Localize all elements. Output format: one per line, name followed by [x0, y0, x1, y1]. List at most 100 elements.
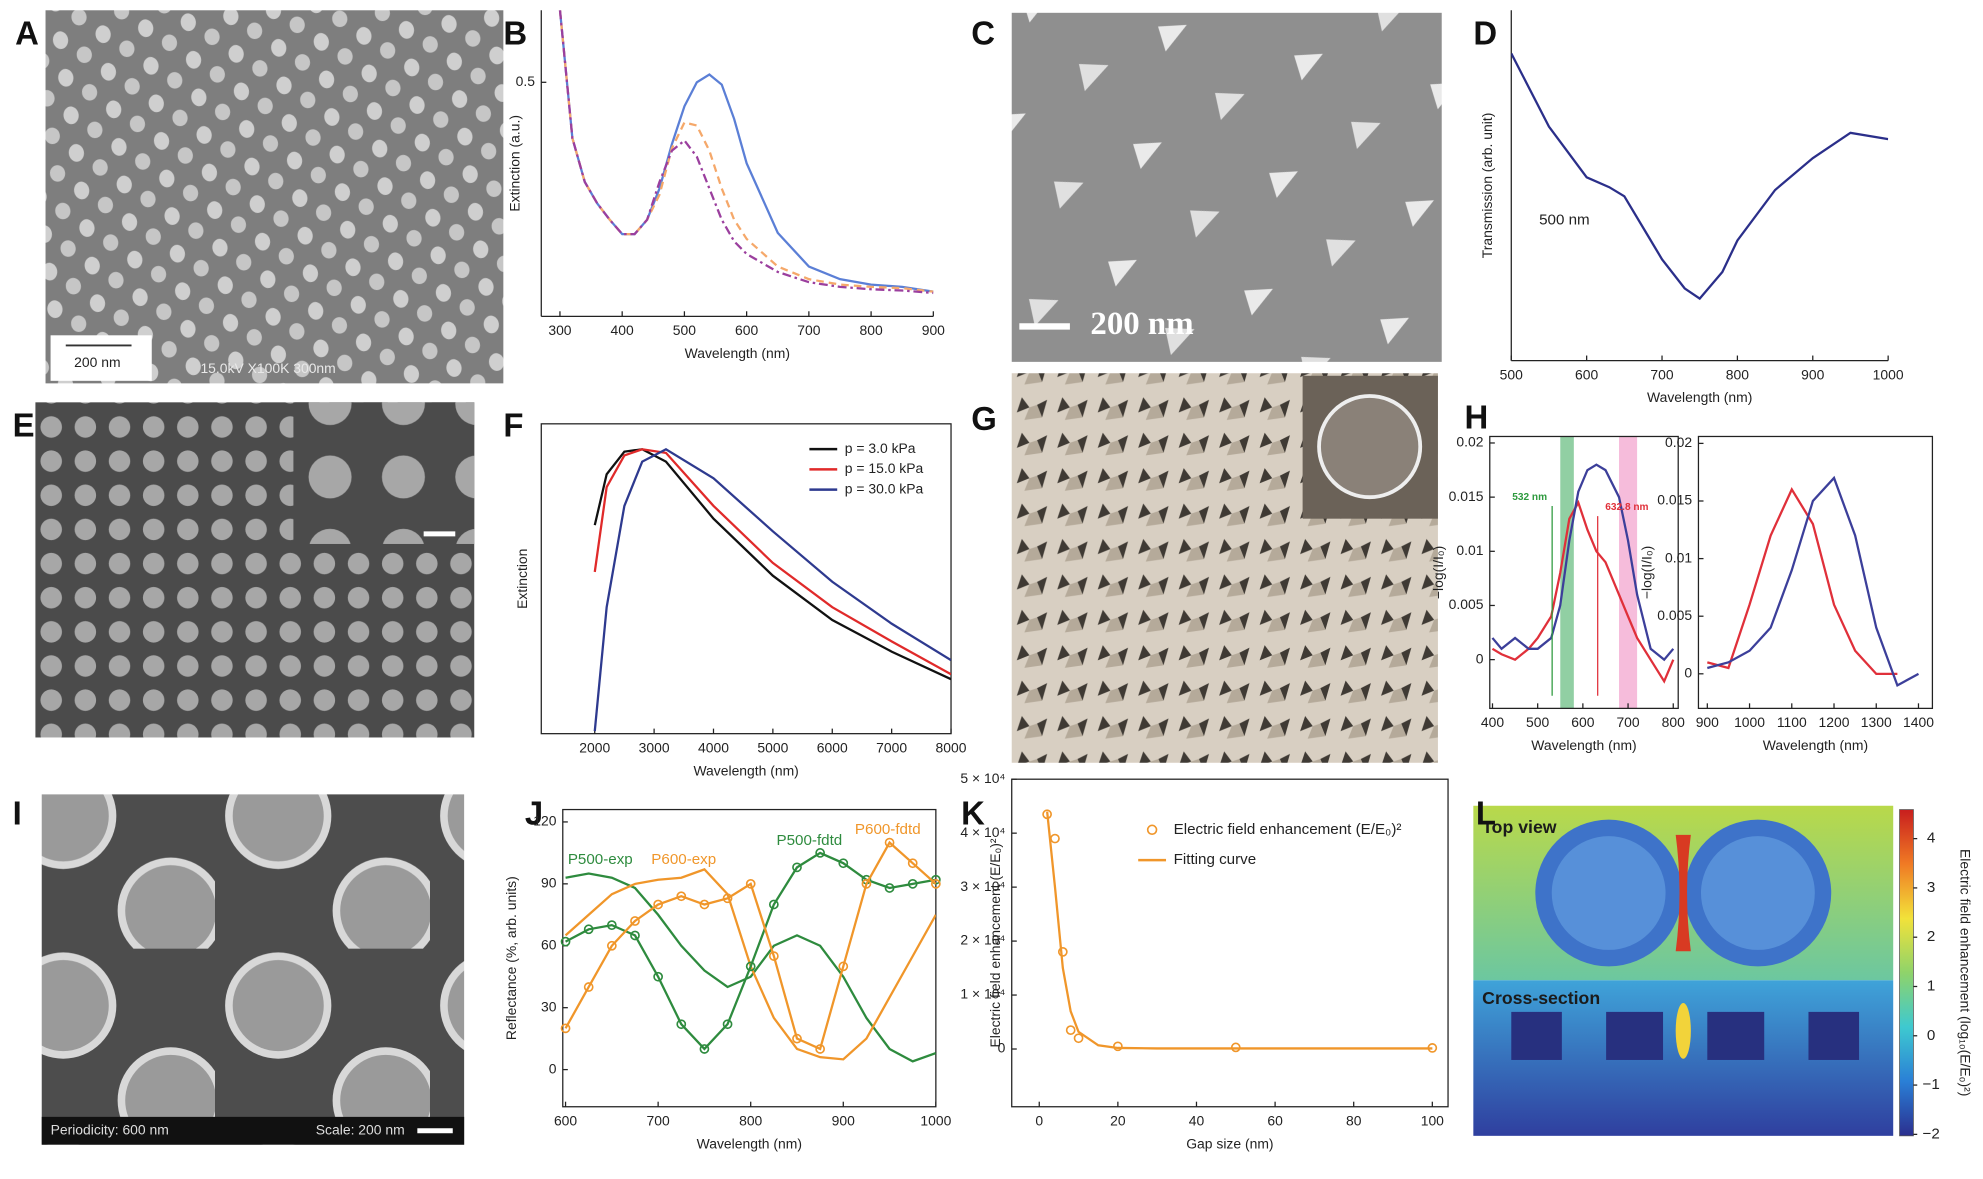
y-axis-label: Extinction (a.u.) [507, 115, 523, 212]
panel-letter: G [971, 400, 997, 437]
y-tick-label: −2 [1923, 1125, 1940, 1142]
series-line [564, 840, 936, 1051]
x-tick-label: 0 [1035, 1113, 1043, 1129]
chart: 0 20 40 60 80 100 0 1 × 10⁴ 2 × 10⁴ 3 × 10⁴ 4 × 10… [960, 770, 1449, 1151]
y-tick-label: 0 [549, 1060, 557, 1076]
data-point [792, 1033, 802, 1044]
data-point [699, 1044, 710, 1054]
series-line [593, 447, 952, 732]
structure [1606, 1011, 1664, 1060]
annotation: 500 nm [1539, 211, 1590, 228]
hotspot [1675, 1003, 1691, 1059]
structure [1808, 1011, 1860, 1060]
periodicity-label: Periodicity: 600 nm [51, 1121, 169, 1137]
y-tick-label: 0.01 [1665, 549, 1692, 565]
chart: 600 700 800 900 1000 0 30 60 90 120 Wavelength (nm… [503, 808, 952, 1151]
y-tick-label: 3 [1927, 879, 1935, 896]
y-tick-label: 0.005 [1657, 607, 1692, 623]
band [1560, 436, 1574, 709]
x-tick-label: 7000 [876, 740, 907, 756]
y-tick-label: 2 [1927, 928, 1935, 945]
x-tick-label: 600 [554, 1113, 577, 1129]
colorbar: −2 −1 0 1 2 3 4 Electric field enhancement (log… [1899, 809, 1973, 1142]
panel-letter: I [13, 795, 22, 832]
series-line [1491, 463, 1675, 662]
structure [1707, 1011, 1765, 1060]
x-tick-label: 700 [797, 322, 820, 338]
scale-box [50, 335, 152, 381]
data-point [838, 858, 849, 869]
y-tick-label: 1 × 10⁴ [960, 986, 1005, 1002]
y-tick-label: 0.005 [1449, 596, 1484, 612]
y-tick-label: 0.02 [1456, 434, 1483, 450]
data-point [907, 878, 918, 889]
x-axis-label: Wavelength (nm) [1763, 737, 1868, 753]
y-tick-label: 4 [1927, 830, 1935, 847]
data-point [583, 924, 594, 935]
panel-letter: A [15, 14, 39, 51]
legend-label: Electric field enhancement (E/E₀)² [1174, 821, 1402, 838]
panel-letter: J [525, 795, 543, 832]
series-line [565, 872, 936, 1063]
x-tick-label: 400 [611, 322, 634, 338]
x-axis-label: Gap size (nm) [1186, 1135, 1273, 1151]
data-point [1073, 1033, 1084, 1044]
sem-inset-disk [1317, 394, 1423, 500]
x-tick-label: 60 [1267, 1113, 1283, 1129]
series-label: P500-fdtd [777, 832, 843, 849]
panel-letter: D [1473, 14, 1497, 51]
x-tick-label: 800 [1726, 366, 1749, 382]
sem-inset [293, 402, 475, 544]
data-point [907, 858, 918, 869]
x-tick-label: 6000 [817, 740, 848, 756]
x-tick-label: 1200 [1819, 714, 1850, 730]
series-label: P600-fdtd [855, 821, 921, 838]
x-axis-label: Wavelength (nm) [1647, 389, 1752, 405]
y-tick-label: 3 × 10⁴ [960, 878, 1005, 894]
x-tick-label: 1300 [1861, 714, 1892, 730]
x-tick-label: 1100 [1777, 714, 1807, 730]
x-tick-label: 900 [1696, 714, 1719, 730]
y-tick-label: 60 [541, 936, 557, 952]
y-axis-label: Extinction [514, 549, 530, 609]
y-tick-label: 4 × 10⁴ [960, 824, 1005, 840]
data-point [815, 1044, 826, 1054]
x-tick-label: 900 [922, 322, 945, 338]
data-point [745, 961, 756, 972]
view-label: Top view [1482, 817, 1557, 837]
scale-label: 200 nm [1090, 306, 1193, 342]
legend-swatch [1146, 824, 1158, 836]
legend-label: p = 3.0 kPa [845, 440, 916, 456]
data-point [930, 878, 941, 889]
x-tick-label: 1000 [1734, 714, 1765, 730]
y-tick-label: 1 [1927, 977, 1935, 994]
y-tick-label: 2 × 10⁴ [960, 932, 1005, 948]
panel-letter: E [13, 406, 35, 443]
y-axis-label: Electric field enhancement (E/E₀)² [987, 838, 1003, 1047]
y-tick-label: 0.01 [1456, 542, 1483, 558]
series-line [1046, 811, 1433, 1050]
x-tick-label: 600 [1571, 714, 1594, 730]
data-point [676, 891, 687, 902]
x-tick-label: 600 [735, 322, 758, 338]
x-tick-label: 80 [1346, 1113, 1362, 1129]
legend-label: p = 30.0 kPa [845, 480, 924, 496]
panel-letter: L [1476, 795, 1496, 832]
data-point [815, 848, 826, 858]
x-tick-label: 800 [739, 1113, 762, 1129]
data-point [560, 936, 571, 947]
series-label: P500-exp [568, 851, 633, 868]
data-point [884, 883, 895, 893]
panel-letters: A B C D E F G H I J K L [13, 14, 1497, 831]
panel-letter: B [503, 14, 527, 51]
series-label: P600-exp [651, 851, 716, 868]
series-line [1491, 499, 1675, 684]
x-tick-label: 900 [1801, 366, 1824, 382]
data-point [1112, 1041, 1123, 1052]
frame [1697, 435, 1934, 710]
x-tick-label: 800 [1662, 714, 1685, 730]
sem-image [45, 10, 504, 384]
legend-label: Fitting curve [1174, 851, 1257, 868]
chart: 2000 3000 4000 5000 6000 7000 8000 Wavelength (… [514, 423, 967, 778]
